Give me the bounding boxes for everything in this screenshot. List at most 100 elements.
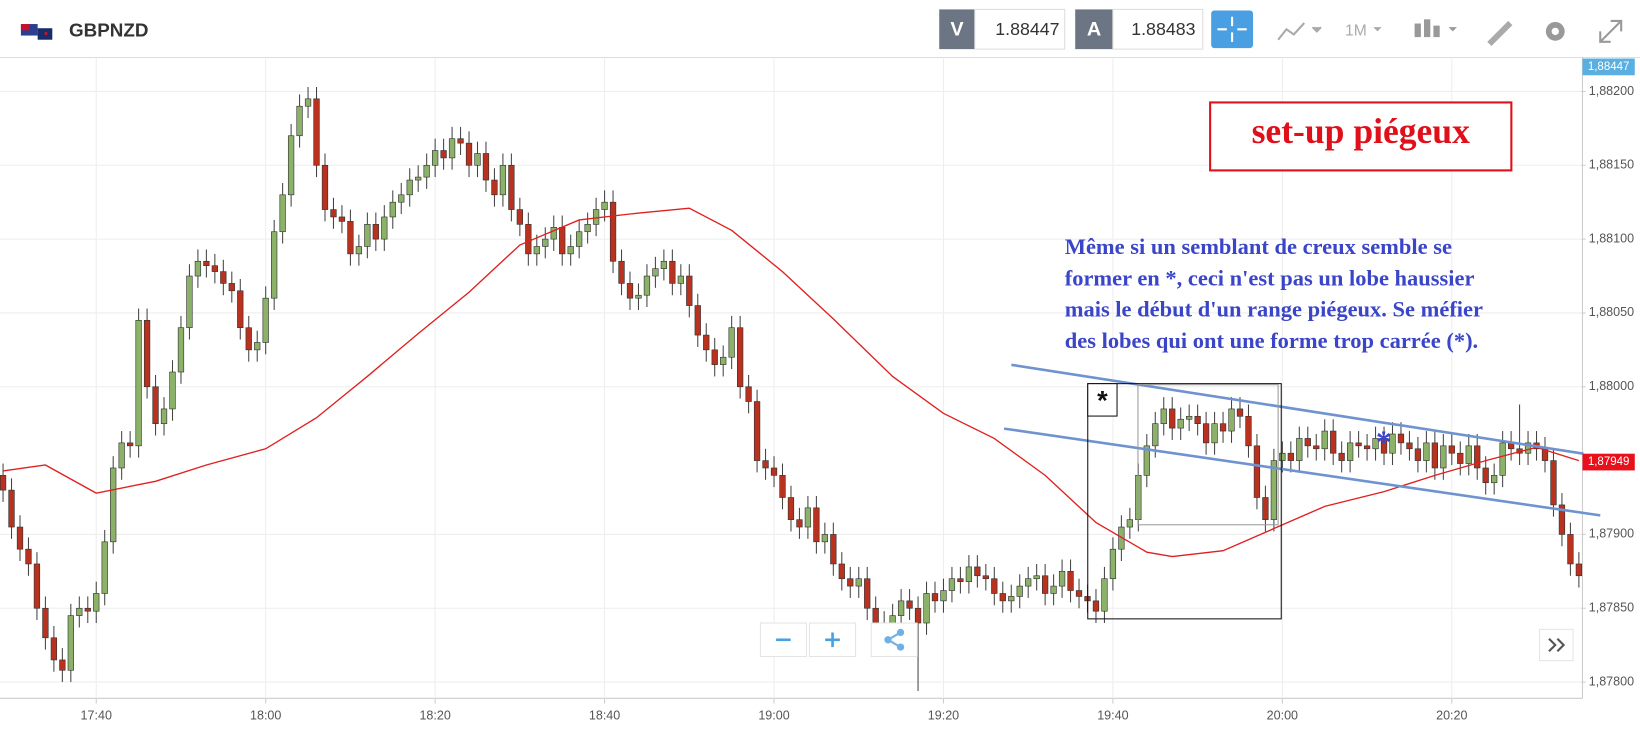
candle-body (126, 442, 134, 447)
annotation-line: Même si un semblant de creux semble se (1065, 234, 1452, 259)
candle-body (804, 507, 812, 528)
candle-body (1474, 445, 1481, 469)
candle-body (1058, 571, 1066, 587)
chart-title: set-up piégeux (1252, 111, 1471, 151)
candle-body (296, 105, 303, 137)
candle-body (355, 246, 363, 255)
candle-body (1330, 430, 1337, 454)
candle-body (914, 607, 922, 624)
candle-body (254, 342, 261, 351)
candle-body (1321, 430, 1328, 450)
candle-body (601, 201, 608, 210)
candle-body (338, 216, 346, 222)
candle-body (821, 534, 828, 543)
candle-body (415, 176, 422, 181)
chart-type-button[interactable] (1277, 22, 1322, 41)
candle-body (1067, 571, 1074, 591)
candles-button[interactable] (1414, 19, 1457, 38)
candle-body (203, 260, 210, 267)
candle-body (1287, 452, 1294, 461)
price-tag (1582, 453, 1635, 471)
marker-star: * (1097, 385, 1108, 416)
candle-body (279, 194, 286, 233)
candle-body (67, 615, 74, 671)
candle-body (669, 260, 676, 284)
candle-body (1414, 448, 1422, 461)
candle-body (1025, 578, 1032, 587)
candle-body (271, 231, 278, 299)
draw-button[interactable] (1487, 20, 1513, 46)
x-tick-label: 19:40 (1097, 708, 1128, 722)
candle-body (1491, 475, 1498, 484)
candle-body (1033, 575, 1040, 580)
y-tick-label: 1,87850 (1589, 601, 1634, 615)
candle-body (1372, 438, 1379, 450)
x-tick-label: 18:00 (250, 708, 281, 722)
candle-body (491, 179, 498, 196)
candle-body (313, 98, 320, 166)
ask-box (1112, 8, 1204, 50)
candle-body (1219, 423, 1227, 432)
crosshair-button[interactable] (1211, 10, 1254, 49)
candle-body (457, 138, 464, 144)
ask-button[interactable] (1075, 9, 1113, 50)
candle-body (567, 246, 574, 255)
candle-body (160, 408, 168, 424)
timeframe-button[interactable]: 1M (1345, 23, 1367, 40)
candle-body (686, 275, 693, 306)
bid-button[interactable] (939, 9, 975, 50)
candle-body (991, 578, 998, 594)
candle-body (440, 150, 447, 159)
candle-body (474, 153, 481, 166)
candle-body (948, 578, 956, 591)
x-tick-label: 18:40 (589, 708, 620, 722)
candle-body (974, 566, 981, 577)
y-tick-label: 1,88100 (1589, 231, 1634, 245)
fullscreen-button[interactable] (1599, 19, 1623, 43)
candle-body (1228, 408, 1235, 432)
settings-hole (1551, 27, 1559, 36)
annotation-line: mais le début d'un range piégeux. Se méf… (1065, 297, 1483, 322)
candle-body (1524, 442, 1532, 454)
candle-body (465, 142, 473, 166)
candle-body (1499, 442, 1506, 476)
candle-body (796, 519, 803, 528)
plot: 17:40 18:00 18:20 18:40 19:00 19:20 19:40 20:00… (0, 57, 1634, 722)
candle-body (626, 283, 634, 299)
y-tick-label: 1,88150 (1589, 158, 1634, 172)
candle-body (1567, 534, 1574, 565)
candle-body (1338, 452, 1345, 461)
symbol: GBPNZD (69, 19, 148, 40)
candle-body (33, 563, 41, 609)
candle-body (1092, 600, 1100, 612)
candle-body (50, 637, 58, 661)
zoom-controls (759, 622, 1574, 662)
candle-body (1363, 445, 1371, 450)
candle-body (1041, 575, 1049, 594)
candle-body (262, 297, 269, 343)
candle-body (1550, 460, 1557, 506)
candle-body (635, 294, 642, 299)
dropdown-arrow (1373, 27, 1382, 32)
share-button[interactable] (870, 622, 918, 658)
candle-body (448, 138, 456, 159)
candle-body (720, 356, 727, 365)
candle-body (1279, 452, 1286, 461)
candle-body (897, 600, 905, 616)
candle-body (1431, 442, 1438, 469)
candle-body (838, 563, 845, 580)
candle-body (906, 600, 913, 609)
candle-body (1482, 467, 1489, 484)
candle-body (1304, 438, 1311, 447)
candle-body (745, 386, 752, 402)
candle-body (999, 593, 1006, 602)
candle-body (211, 265, 218, 272)
candle-body (1406, 442, 1413, 450)
candle-body (508, 164, 515, 210)
annotation-line: former en *, ceci n'est pas un lobe haus… (1065, 265, 1475, 290)
candle-body (1296, 438, 1303, 461)
candle-body (110, 467, 117, 543)
y-tick-label: 1,87900 (1589, 527, 1634, 541)
candle-body (169, 371, 176, 410)
